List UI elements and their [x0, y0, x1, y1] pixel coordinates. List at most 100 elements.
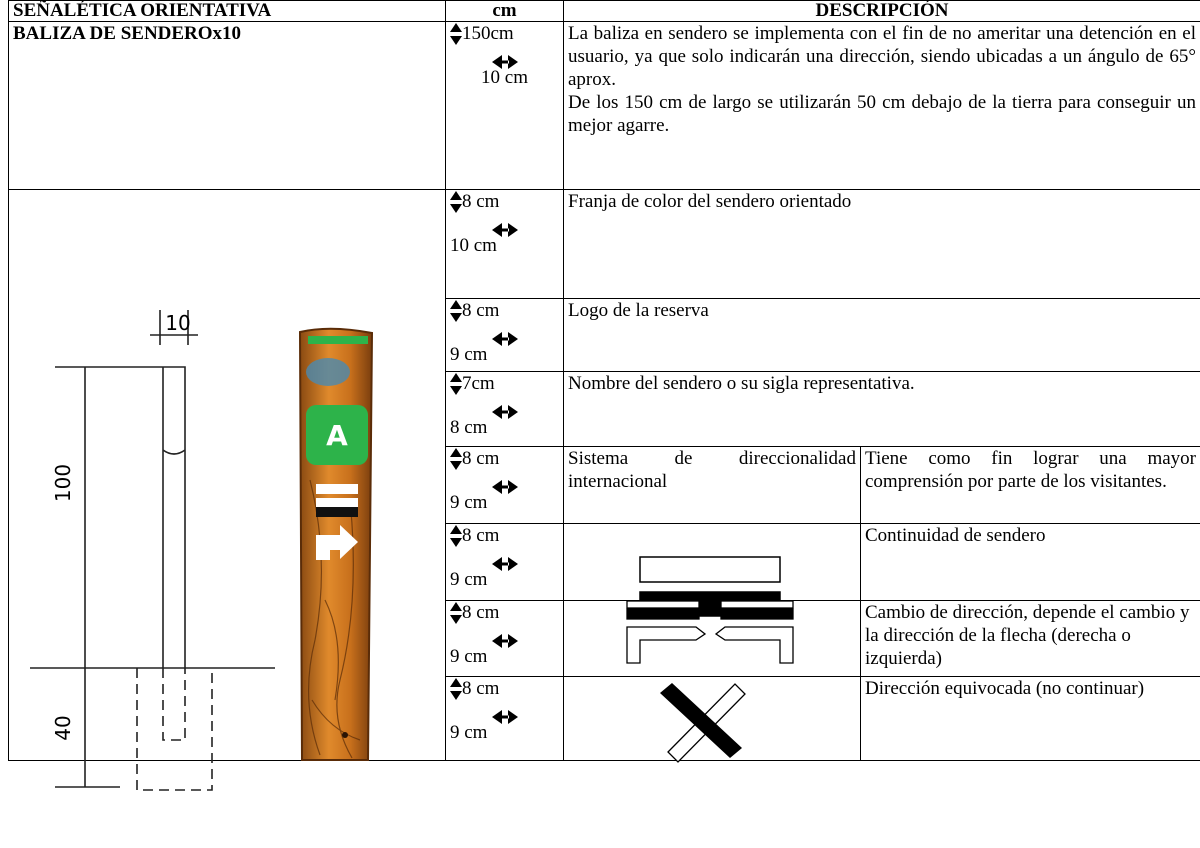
dims: 8 cm 9 cm	[450, 524, 559, 589]
cm-cell: 8 cm 9 cm	[445, 676, 564, 761]
up-down-arrow	[450, 447, 462, 470]
left-right-arrow	[491, 332, 518, 346]
height-line: 8 cm	[450, 677, 559, 700]
left-right-arrow	[491, 480, 518, 494]
dims: 8 cm 9 cm	[450, 677, 559, 742]
description-cell: Cambio de dirección, depende el cambio y…	[860, 600, 1200, 677]
arrow-shape	[491, 405, 518, 419]
dims: 8 cm 9 cm	[450, 299, 559, 364]
height-line: 8 cm	[450, 447, 559, 470]
height-line: 7cm	[450, 372, 559, 395]
row: 8 cm 9 cm Sistema de direccionalidad inte…	[9, 446, 1200, 524]
left-right-arrow	[491, 223, 518, 237]
height-line: 8 cm	[450, 601, 559, 624]
up-down-arrow	[450, 601, 462, 624]
cm-cell: 8 cm 9 cm	[445, 600, 564, 677]
height-line: 8 cm	[450, 524, 559, 547]
up-down-arrow	[450, 524, 462, 547]
cm-cell: 7cm 8 cm	[445, 371, 564, 447]
description: De los 150 cm de largo se utilizarán 50 …	[568, 92, 1196, 136]
up-down-arrow	[450, 372, 462, 395]
width-value: 10 cm	[450, 235, 497, 256]
width-value: 9 cm	[450, 569, 488, 590]
arrow-shape	[491, 332, 518, 346]
header-row: SEÑALÉTICA ORIENTATIVA cm DESCRIPCIÓN	[8, 0, 1200, 22]
icon-cell	[563, 676, 861, 761]
height-line: 8 cm	[450, 190, 559, 213]
description-cell: Tiene como fin lograr una mayor comprens…	[860, 446, 1200, 524]
icon-cell	[563, 523, 861, 601]
up-down-arrow	[450, 22, 462, 45]
row: 8 cm 9 cm Logo de la reserva	[9, 298, 1200, 372]
element-cell: Sistema de direccionalidad internacional	[563, 446, 861, 524]
row: 8 cm 10 cm Franja de color del sendero or…	[8, 189, 1200, 761]
up-down-arrow	[450, 190, 462, 213]
height-value: 7cm	[462, 373, 495, 394]
width-value: 9 cm	[450, 646, 488, 667]
arrow-shape	[450, 677, 462, 700]
left-right-arrow	[491, 55, 518, 69]
row: BALIZA DE SENDEROx10 150cm 10 cm La baliz…	[8, 21, 1200, 190]
up-down-arrow	[450, 299, 462, 322]
description-cell: Dirección equivocada (no continuar)	[860, 676, 1200, 761]
label-cell: BALIZA DE SENDEROx10	[8, 21, 446, 190]
cm-cell: 8 cm 9 cm	[445, 298, 564, 372]
height-value: 150cm	[462, 23, 514, 44]
dims: 8 cm 9 cm	[450, 601, 559, 666]
icon-cell	[563, 600, 861, 677]
cm-cell: 8 cm 9 cm	[445, 523, 564, 601]
arrow-shape	[450, 524, 462, 547]
description-cell: Logo de la reserva	[563, 298, 1200, 372]
arrow-shape	[450, 22, 462, 45]
left-right-arrow	[491, 557, 518, 571]
arrow-shape	[491, 634, 518, 648]
description: La baliza en sendero se implementa con e…	[568, 23, 1196, 90]
description-cell: Nombre del sendero o su sigla representa…	[563, 371, 1200, 447]
cm-cell: 8 cm 9 cm	[445, 446, 564, 524]
height-value: 8 cm	[462, 448, 500, 469]
description-cell: Continuidad de sendero	[860, 523, 1200, 601]
left-right-arrow	[491, 405, 518, 419]
arrow-shape	[491, 710, 518, 724]
arrow-shape	[491, 55, 518, 69]
dims: 8 cm 9 cm	[450, 447, 559, 512]
dims: 150cm 10 cm	[450, 22, 559, 87]
description-cell: La baliza en sendero se implementa con e…	[563, 21, 1200, 190]
height-line: 150cm	[450, 22, 559, 45]
header-cell: DESCRIPCIÓN	[563, 0, 1200, 22]
height-value: 8 cm	[462, 191, 500, 212]
up-down-arrow	[450, 677, 462, 700]
arrow-shape	[491, 557, 518, 571]
arrow-shape	[450, 601, 462, 624]
cm-cell: 8 cm 10 cm	[445, 189, 564, 299]
width-value: 9 cm	[450, 492, 488, 513]
arrow-shape	[450, 190, 462, 213]
width-value: 8 cm	[450, 417, 488, 438]
dims: 7cm 8 cm	[450, 372, 559, 437]
sign-table: SEÑALÉTICA ORIENTATIVA cm DESCRIPCIÓN BA…	[8, 0, 1200, 761]
arrow-shape	[491, 223, 518, 237]
arrow-shape	[450, 447, 462, 470]
height-value: 8 cm	[462, 300, 500, 321]
description-cell: Franja de color del sendero orientado	[563, 189, 1200, 299]
header-cell: cm	[445, 0, 564, 22]
row: 8 cm 9 cm Cambio de dirección, depende el…	[9, 600, 1200, 677]
height-value: 8 cm	[462, 525, 500, 546]
left-right-arrow	[491, 710, 518, 724]
drawing-cell	[8, 189, 446, 761]
width-value: 9 cm	[450, 722, 488, 743]
left-right-arrow	[491, 634, 518, 648]
dims: 8 cm 10 cm	[450, 190, 559, 255]
cm-cell: 150cm 10 cm	[445, 21, 564, 190]
arrow-shape	[450, 372, 462, 395]
arrow-shape	[491, 480, 518, 494]
height-line: 8 cm	[450, 299, 559, 322]
row: 8 cm 9 cm Continuidad de sendero	[9, 523, 1200, 601]
header-cell: SEÑALÉTICA ORIENTATIVA	[8, 0, 446, 22]
height-value: 8 cm	[462, 602, 500, 623]
row: 7cm 8 cm Nombre del sendero o su sigla re…	[9, 371, 1200, 447]
height-value: 8 cm	[462, 678, 500, 699]
width-value: 10 cm	[481, 67, 528, 88]
